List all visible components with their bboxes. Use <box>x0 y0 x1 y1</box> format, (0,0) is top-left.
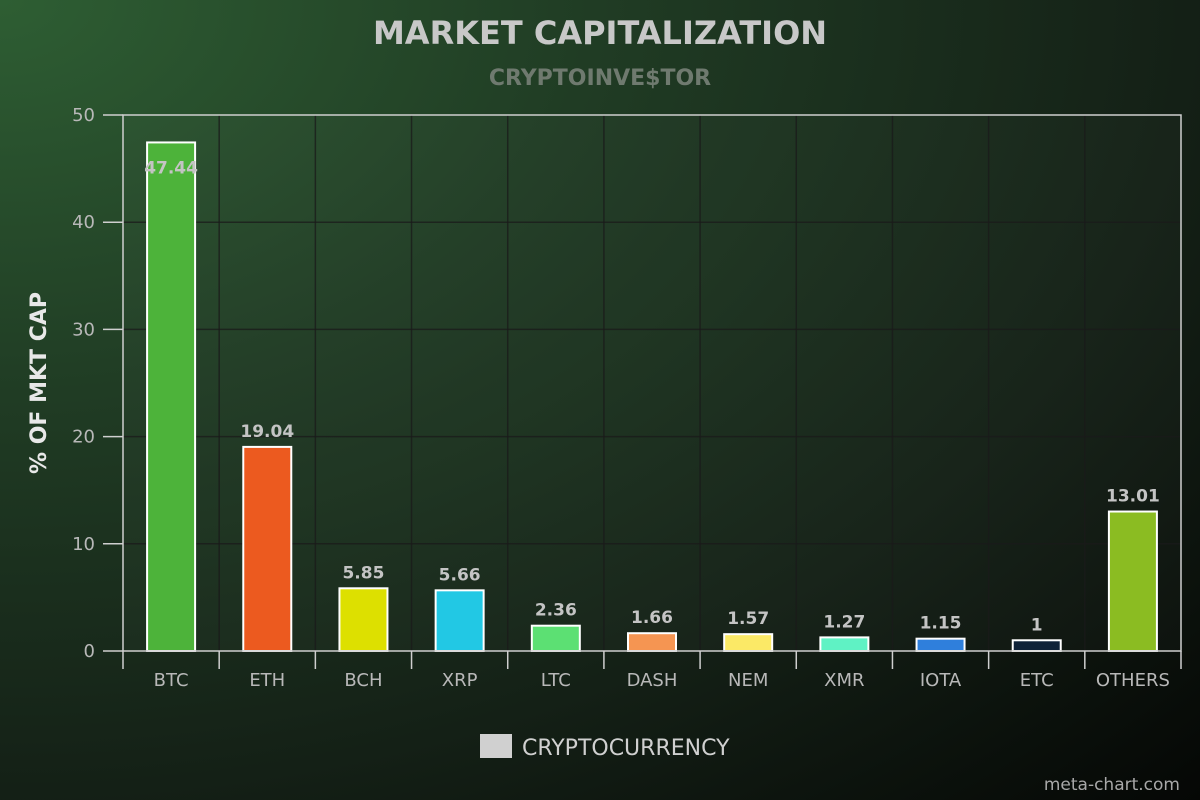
y-tick-label: 0 <box>84 641 95 662</box>
y-tick-label: 20 <box>72 427 95 448</box>
x-tick-label: IOTA <box>920 670 962 691</box>
data-labels: 47.44 19.04 5.85 5.66 2.36 1.66 1.57 1.27 1.15 1 1… <box>144 158 1160 635</box>
data-label-bch: 5.85 <box>342 563 384 583</box>
plot-border <box>122 114 1182 652</box>
y-tick-label: 10 <box>72 534 95 555</box>
data-label-iota: 1.15 <box>920 614 962 634</box>
x-tick-label: DASH <box>627 670 678 691</box>
data-label-nem: 1.57 <box>727 609 769 629</box>
x-tick-label: ETH <box>249 670 285 691</box>
data-label-btc: 47.44 <box>144 158 198 178</box>
x-tick-label: BCH <box>344 670 382 691</box>
chart-title: MARKET CAPITALIZATION <box>373 14 827 52</box>
bar-ltc[interactable] <box>530 624 581 653</box>
bar-etc[interactable] <box>1011 639 1062 653</box>
y-axis-label: % OF MKT CAP <box>27 292 52 474</box>
x-tick-label: XMR <box>824 670 864 691</box>
bar-bch[interactable] <box>338 587 389 653</box>
data-label-xrp: 5.66 <box>439 565 481 585</box>
bar-btc[interactable] <box>146 141 197 652</box>
x-tick-label: OTHERS <box>1096 670 1170 691</box>
legend-swatch[interactable] <box>480 734 512 758</box>
data-label-others: 13.01 <box>1106 487 1160 507</box>
bar-others[interactable] <box>1107 510 1158 652</box>
y-tick-label: 30 <box>72 319 95 340</box>
grid <box>123 115 1181 651</box>
data-label-eth: 19.04 <box>240 422 294 442</box>
legend-label[interactable]: CRYPTOCURRENCY <box>522 736 730 761</box>
x-axis-ticks: BTC ETH BCH XRP LTC DASH NEM XMR IOTA ETC OTHERS <box>122 651 1182 691</box>
x-tick-label: XRP <box>442 670 478 691</box>
y-tick-label: 50 <box>72 105 95 126</box>
bar-nem[interactable] <box>723 633 774 653</box>
y-tick-label: 40 <box>72 212 95 233</box>
data-label-dash: 1.66 <box>631 608 673 628</box>
x-tick-label: NEM <box>728 670 768 691</box>
credit-text[interactable]: meta-chart.com <box>1044 775 1180 795</box>
data-label-ltc: 2.36 <box>535 601 577 621</box>
data-label-xmr: 1.27 <box>823 612 865 632</box>
chart-subtitle: CRYPTOINVE$TOR <box>489 66 711 91</box>
bar-xmr[interactable] <box>819 636 870 653</box>
x-tick-label: ETC <box>1020 670 1054 691</box>
y-axis-ticks: 0 10 20 30 40 50 <box>72 105 123 662</box>
x-tick-label: LTC <box>541 670 571 691</box>
bars <box>146 141 1158 653</box>
legend[interactable]: CRYPTOCURRENCY <box>480 734 730 761</box>
x-tick-label: BTC <box>154 670 189 691</box>
data-label-etc: 1 <box>1031 615 1043 635</box>
bar-eth[interactable] <box>242 445 293 652</box>
bar-xrp[interactable] <box>434 589 485 653</box>
bar-dash[interactable] <box>627 632 677 652</box>
bar-iota[interactable] <box>915 637 966 652</box>
